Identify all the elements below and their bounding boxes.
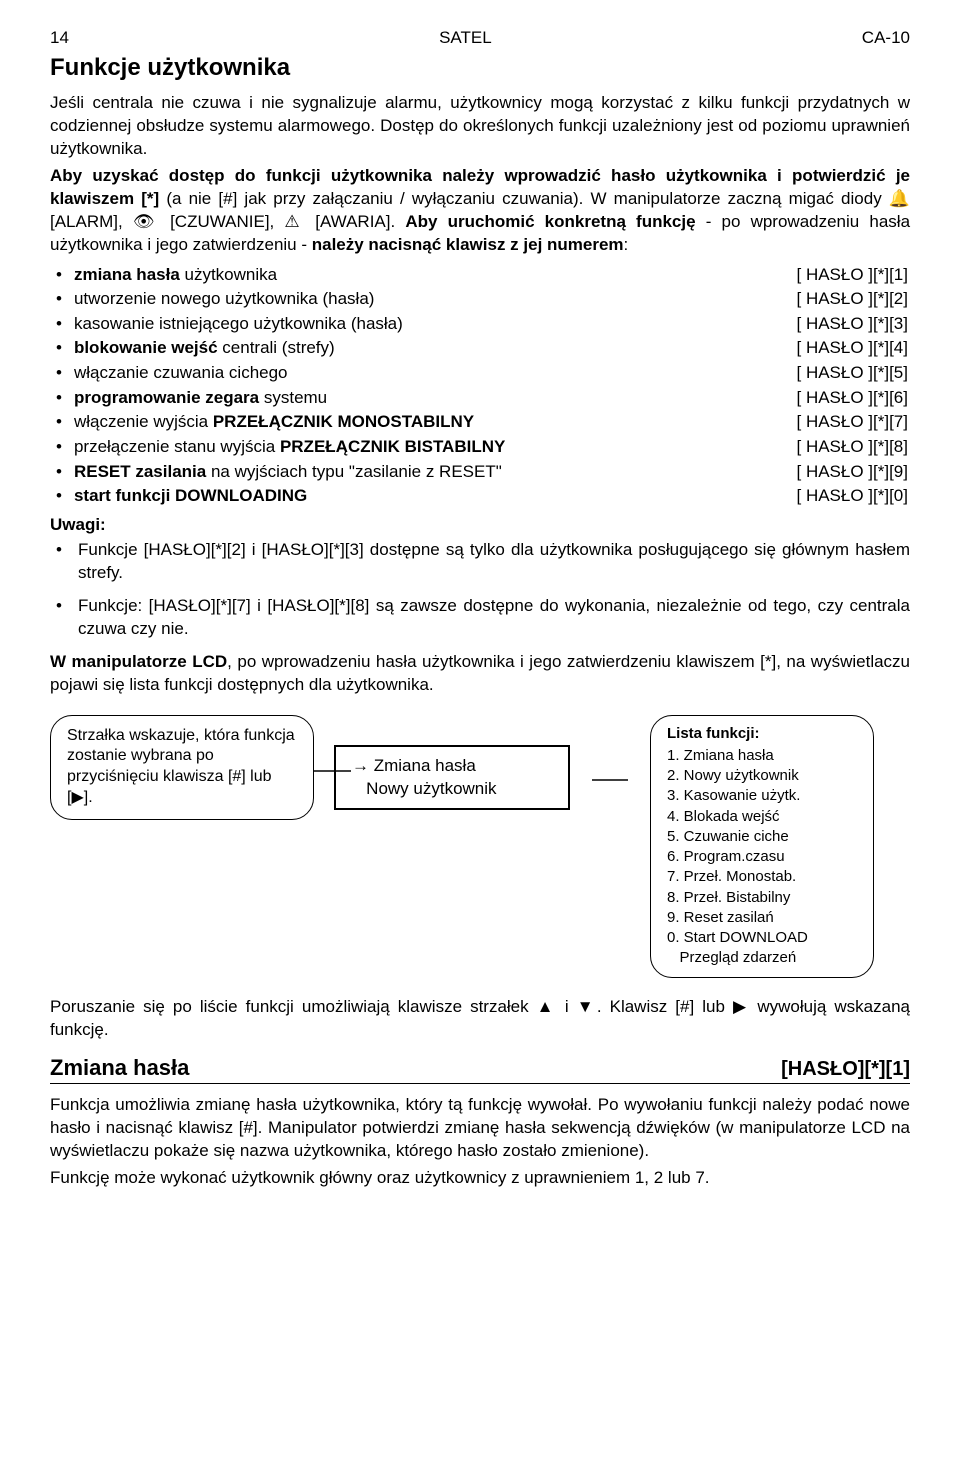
subsection-header: Zmiana hasła [HASŁO][*][1] (50, 1055, 910, 1084)
subsection-title: Zmiana hasła (50, 1055, 189, 1081)
list-item: RESET zasilania na wyjściach typu "zasil… (78, 460, 910, 485)
callout-connector-icon (313, 756, 353, 786)
lcd-paragraph: W manipulatorze LCD, po wprowadzeniu has… (50, 651, 910, 697)
p2-f: należy nacisnąć klawisz z jej numerem (312, 235, 624, 254)
navigation-paragraph: Poruszanie się po liście funkcji umożliw… (50, 996, 910, 1042)
subsection-paragraph-1: Funkcja umożliwia zmianę hasła użytkowni… (50, 1094, 910, 1163)
awaria-icon: ⚠ (284, 212, 315, 231)
funcbox-item: 1. Zmiana hasła (667, 746, 857, 766)
subsection-code: [HASŁO][*][1] (781, 1058, 910, 1081)
list-item: start funkcji DOWNLOADING[ HASŁO ][*][0] (78, 484, 910, 509)
alarm-icon: 🔔 (889, 189, 910, 208)
p2-bold-b: ] (154, 189, 167, 208)
list-item: utworzenie nowego użytkownika (hasła)[ H… (78, 287, 910, 312)
funcbox-item: 7. Przeł. Monostab. (667, 867, 857, 887)
lcd-display: → Zmiana hasła Nowy użytkownik (334, 745, 570, 811)
p2-c: (a nie [#] jak przy załączaniu / wyłącza… (166, 189, 889, 208)
list-item: zmiana hasła użytkownika[ HASŁO ][*][1] (78, 263, 910, 288)
list-item: kasowanie istniejącego użytkownika (hasł… (78, 312, 910, 337)
funcbox-item: 5. Czuwanie ciche (667, 827, 857, 847)
intro-paragraph-1: Jeśli centrala nie czuwa i nie sygnalizu… (50, 92, 910, 161)
funcbox-item: 0. Start DOWNLOAD (667, 928, 857, 948)
function-list: zmiana hasła użytkownika[ HASŁO ][*][1] … (78, 263, 910, 509)
czuwanie-icon: 👁 (133, 212, 170, 231)
lcd-connector-icon (590, 765, 630, 795)
p2-awaria: [AWARIA] (315, 212, 390, 231)
list-item: programowanie zegara systemu[ HASŁO ][*]… (78, 386, 910, 411)
callout-box: Strzałka wskazuje, która funkcja zostani… (50, 715, 314, 820)
page-header-right: CA-10 (862, 28, 910, 48)
funcbox-item: 4. Blokada wejść (667, 807, 857, 827)
list-item: włączanie czuwania cichego[ HASŁO ][*][5… (78, 361, 910, 386)
function-list-box: Lista funkcji: 1. Zmiana hasła 2. Nowy u… (650, 715, 874, 978)
note-item: Funkcje: [HASŁO][*][7] i [HASŁO][*][8] s… (78, 595, 910, 641)
list-item: przełączenie stanu wyjścia PRZEŁĄCZNIK B… (78, 435, 910, 460)
list-item: blokowanie wejść centrali (strefy)[ HASŁ… (78, 336, 910, 361)
funcbox-item: Przegląd zdarzeń (667, 948, 857, 968)
page-header-center: SATEL (439, 28, 492, 48)
funcbox-item: 9. Reset zasilań (667, 908, 857, 928)
p2-d: Aby uruchomić konkretną funkcję (405, 212, 695, 231)
page: 14 SATEL CA-10 Funkcje użytkownika Jeśli… (0, 0, 960, 1234)
intro-paragraph-2: Aby uzyskać dostęp do funkcji użytkownik… (50, 165, 910, 257)
funcbox-item: 3. Kasowanie użytk. (667, 786, 857, 806)
callout-text: Strzałka wskazuje, która funkcja zostani… (67, 727, 295, 806)
lcd-line-2: Nowy użytkownik (352, 778, 552, 801)
funcbox-title: Lista funkcji: (667, 724, 857, 744)
page-number-left: 14 (50, 28, 69, 48)
subsection-paragraph-2: Funkcję może wykonać użytkownik główny o… (50, 1167, 910, 1190)
p2-alarm: [ALARM] (50, 212, 118, 231)
note-item: Funkcje [HASŁO][*][2] i [HASŁO][*][3] do… (78, 539, 910, 585)
diagram-row: Strzałka wskazuje, która funkcja zostani… (50, 715, 910, 978)
funcbox-item: 8. Przeł. Bistabilny (667, 888, 857, 908)
section-title: Funkcje użytkownika (50, 54, 910, 82)
list-item: włączenie wyjścia PRZEŁĄCZNIK MONOSTABIL… (78, 410, 910, 435)
lcd-line-1: → Zmiana hasła (352, 755, 552, 778)
funcbox-item: 6. Program.czasu (667, 847, 857, 867)
notes-list: Funkcje [HASŁO][*][2] i [HASŁO][*][3] do… (78, 539, 910, 641)
p2-czuw: [CZUWANIE] (170, 212, 269, 231)
notes-label: Uwagi: (50, 515, 910, 535)
p3-bold: W manipulatorze LCD (50, 652, 227, 671)
page-header: 14 SATEL CA-10 (50, 28, 910, 48)
funcbox-item: 2. Nowy użytkownik (667, 766, 857, 786)
